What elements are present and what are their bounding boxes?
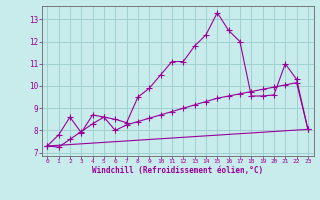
X-axis label: Windchill (Refroidissement éolien,°C): Windchill (Refroidissement éolien,°C) bbox=[92, 166, 263, 175]
